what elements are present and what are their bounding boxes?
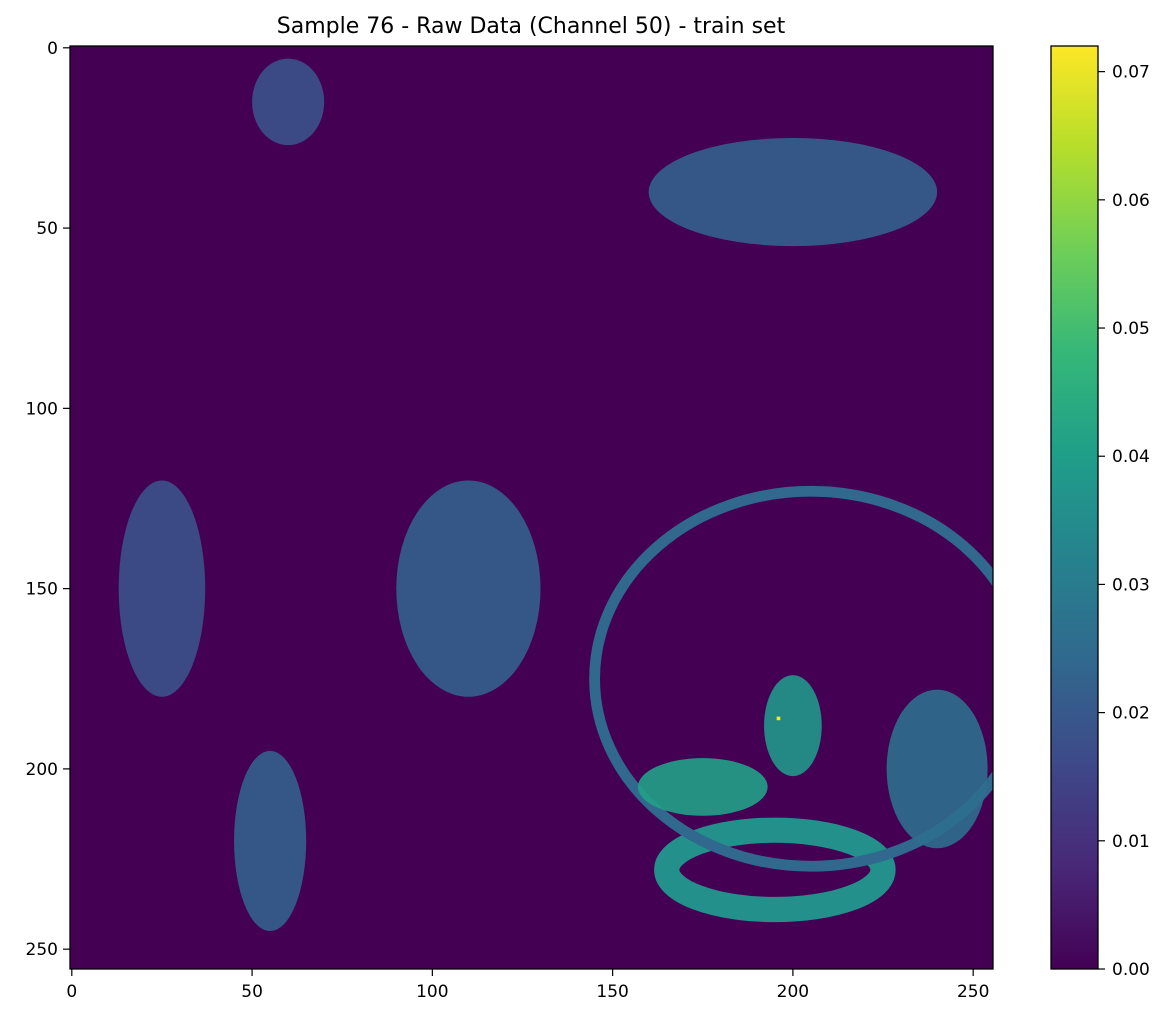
y-tick-label: 150 [26,580,58,600]
y-tick-label: 50 [36,219,58,239]
colorbar: 0.00 0.01 0.02 0.03 0.04 0.05 0.06 0.07 [1050,45,1150,980]
heatmap-hotspot [776,716,781,721]
y-tick-label: 200 [26,760,58,780]
colorbar-frame [1050,45,1099,970]
x-tick-label: 150 [596,982,628,1002]
heatmap-image [118,58,993,932]
heatmap-region-right-lobe [886,689,988,849]
heatmap-region-upper-band [648,137,938,247]
heatmap-region-bright-cluster [637,758,768,816]
chart-title: Sample 76 - Raw Data (Channel 50) - trai… [277,14,786,39]
x-tick-label: 100 [416,982,448,1002]
heatmap-region-mid-mass [396,480,541,697]
colorbar-tick-label: 0.07 [1112,63,1150,83]
colorbar-tick-label: 0.03 [1112,575,1150,595]
heatmap-region-bright-arm [764,675,822,777]
x-tick-label: 50 [241,982,263,1002]
y-tick-label: 250 [26,940,58,960]
heatmap-region-upper-left [252,58,325,146]
heatmap-region-lumen-wall [589,485,993,872]
colorbar-tick-label: 0.04 [1112,447,1150,467]
y-tick-label: 100 [26,399,58,419]
colorbar-tick-label: 0.00 [1112,960,1150,980]
colorbar-tick-label: 0.05 [1112,319,1150,339]
x-axis: 0 50 100 150 200 250 [66,969,989,1002]
x-tick-label: 0 [66,982,77,1002]
heatmap-region-left-strand [118,480,206,697]
colorbar-tick-label: 0.01 [1112,832,1150,852]
plot-frame [69,45,994,970]
colorbar-gradient [1051,46,1098,969]
plot-area [69,45,994,970]
heatmap-region-tissue-ring-lower [654,817,896,923]
y-axis: 0 50 100 150 200 250 [26,39,70,960]
x-tick-label: 200 [777,982,809,1002]
y-tick-label: 0 [47,39,58,59]
colorbar-axis: 0.00 0.01 0.02 0.03 0.04 0.05 0.06 0.07 [1098,63,1150,980]
x-tick-label: 250 [957,982,989,1002]
colorbar-tick-label: 0.06 [1112,191,1150,211]
colorbar-tick-label: 0.02 [1112,704,1150,724]
heatmap-region-lower-left-strand [234,750,307,932]
